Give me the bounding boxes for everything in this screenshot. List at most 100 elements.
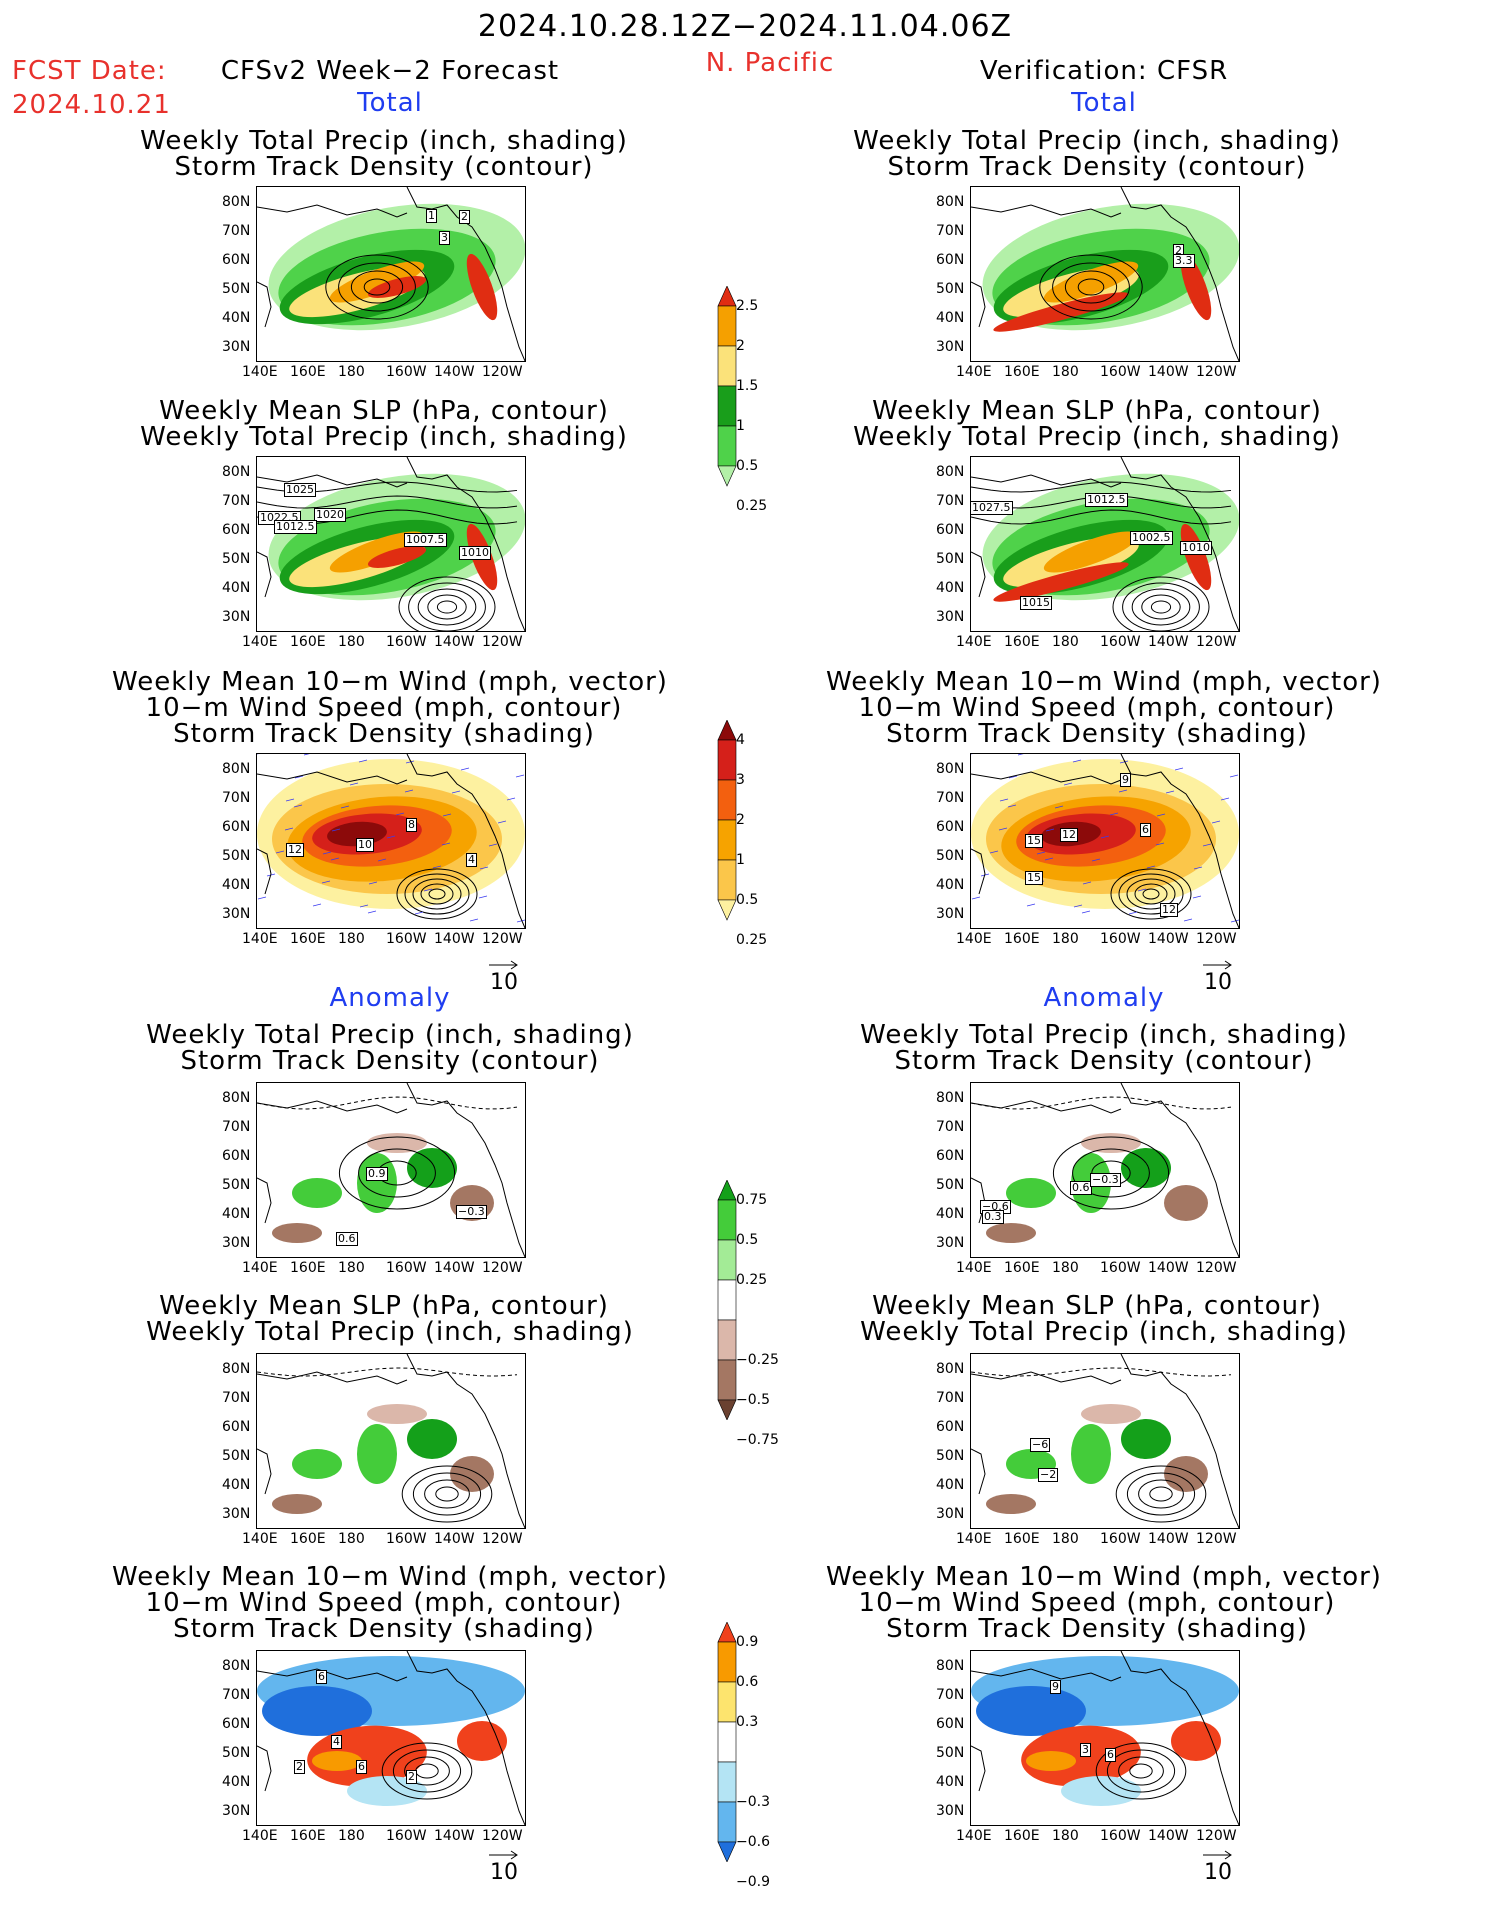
vector-reference-label: 10 xyxy=(1204,970,1232,995)
coastline-asia xyxy=(971,1745,986,1792)
wind-vector xyxy=(330,857,340,861)
wind-speed-anomaly-contour xyxy=(415,1763,439,1779)
slp-contour xyxy=(408,582,486,631)
colorbar-label: 0.25 xyxy=(736,1272,768,1288)
colorbar-label: 0.5 xyxy=(736,458,759,474)
wind-speed-anomaly-contour xyxy=(381,1742,473,1800)
lon-tick-label: 120W xyxy=(1196,634,1237,650)
coastline xyxy=(406,754,525,928)
map-svg-l5 xyxy=(257,1354,525,1528)
colorbar-segment xyxy=(717,779,737,821)
contour-label: 15 xyxy=(1025,834,1043,849)
wind-speed-anomaly-contour xyxy=(1129,1763,1153,1779)
contour-label: 6 xyxy=(356,1760,367,1775)
vector-reference-arrow xyxy=(489,960,518,970)
panel-title-r1-b: Storm Track Density (contour) xyxy=(887,152,1307,182)
wind-vector xyxy=(460,767,470,771)
wind-vector xyxy=(971,896,981,900)
panel-title-l6-c: Storm Track Density (shading) xyxy=(173,1614,595,1644)
precip-anomaly-negative xyxy=(1081,1133,1141,1153)
lat-tick-label: 30N xyxy=(936,1235,965,1251)
lon-tick-label: 140W xyxy=(434,931,475,947)
lon-tick-label: 140W xyxy=(434,1260,475,1276)
lon-tick-label: 160E xyxy=(1004,634,1040,650)
panel-title-l4-a: Weekly Total Precip (inch, shading) xyxy=(146,1020,634,1050)
coastline-arctic xyxy=(971,204,1122,218)
lon-tick-label: 120W xyxy=(482,931,523,947)
colorbar-segment xyxy=(717,1199,737,1241)
coastline-arctic xyxy=(971,1100,1122,1114)
slp-anomaly-contour xyxy=(401,1465,493,1523)
slp-contour xyxy=(1131,588,1191,626)
contour-label: 2 xyxy=(406,1770,417,1785)
precip-anomaly-negative xyxy=(1081,1404,1141,1424)
wind-vector xyxy=(284,827,294,831)
lon-tick-label: 140E xyxy=(956,1828,992,1844)
precip-anomaly-positive xyxy=(1121,1148,1171,1188)
wind-vector xyxy=(293,804,303,808)
precip-max-shading xyxy=(993,562,1129,602)
colorbar-segment xyxy=(717,1239,737,1281)
panel-title-l6-b: 10−m Wind Speed (mph, contour) xyxy=(145,1588,623,1618)
map-svg-r5 xyxy=(971,1354,1239,1528)
lat-tick-label: 30N xyxy=(936,1506,965,1522)
colorbar-segment xyxy=(717,1641,737,1683)
colorbar-top-arrow xyxy=(717,1622,737,1643)
wind-vector xyxy=(358,759,368,763)
right-column-title: Verification: CFSR xyxy=(979,56,1229,86)
lon-tick-label: 160W xyxy=(386,1531,427,1547)
lon-tick-label: 120W xyxy=(1196,931,1237,947)
lat-tick-label: 60N xyxy=(222,1148,251,1164)
colorbar-label: −0.9 xyxy=(736,1874,770,1890)
wind-speed-contour xyxy=(396,868,478,920)
colorbar-label: 2 xyxy=(736,812,745,828)
colorbar-label: 2.5 xyxy=(736,298,759,314)
wind-vector xyxy=(1118,789,1128,793)
wind-vector xyxy=(1137,888,1147,892)
colorbar-precip_anom xyxy=(717,1180,737,1420)
colorbar-label: −0.3 xyxy=(736,1794,770,1810)
precip-anomaly-negative xyxy=(367,1404,427,1424)
precip-anomaly-positive xyxy=(292,1449,342,1479)
wind-vector xyxy=(515,774,525,778)
storm-track-anomaly-contour xyxy=(257,1096,518,1110)
wind-vector xyxy=(506,797,516,801)
contour-label: 6 xyxy=(1140,823,1151,838)
wind-vector xyxy=(451,790,461,794)
colorbar-top-arrow xyxy=(717,286,737,307)
wind-vector xyxy=(1155,842,1165,846)
wind-vector xyxy=(999,798,1009,802)
coastline-arctic xyxy=(971,1668,1122,1682)
coastline xyxy=(406,1651,525,1825)
section-total-right: Total xyxy=(1071,88,1137,118)
contour-label: 4 xyxy=(331,1735,342,1750)
lon-tick-label: 140W xyxy=(1148,364,1189,380)
wind-vector xyxy=(1036,851,1046,855)
wind-vector xyxy=(312,903,322,907)
lon-tick-label: 120W xyxy=(1196,1260,1237,1276)
precip-anomaly-negative xyxy=(272,1494,322,1514)
lon-tick-label: 140E xyxy=(956,634,992,650)
lat-tick-label: 70N xyxy=(936,1390,965,1406)
wind-vector xyxy=(1073,904,1083,908)
colorbar-label: 3 xyxy=(736,772,745,788)
lon-tick-label: 140E xyxy=(956,931,992,947)
colorbar-segment xyxy=(717,1359,737,1401)
lon-tick-label: 120W xyxy=(482,1260,523,1276)
lon-tick-label: 180 xyxy=(338,1260,365,1276)
lat-tick-label: 50N xyxy=(222,848,251,864)
lon-tick-label: 120W xyxy=(482,1828,523,1844)
coastline xyxy=(406,1083,525,1257)
lon-tick-label: 160E xyxy=(290,1531,326,1547)
coastline xyxy=(1120,1354,1239,1528)
lat-tick-label: 40N xyxy=(936,877,965,893)
slp-anomaly-contour xyxy=(1126,1472,1196,1516)
contour-label: 1025 xyxy=(284,483,316,498)
colorbar-label: 1.5 xyxy=(736,378,759,394)
coastline xyxy=(1120,1651,1239,1825)
storm-anomaly-positive xyxy=(1026,1751,1076,1771)
wind-speed-contour xyxy=(412,878,462,910)
lon-tick-label: 140W xyxy=(1148,634,1189,650)
lat-tick-label: 50N xyxy=(936,281,965,297)
contour-label: 1012.5 xyxy=(274,520,317,535)
